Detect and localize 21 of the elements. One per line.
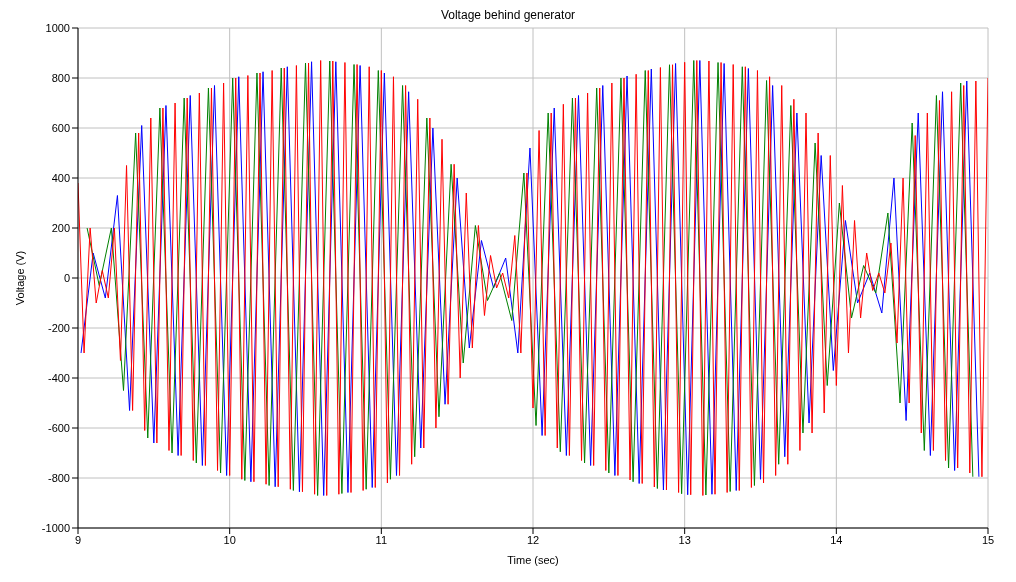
y-tick-label: -800 (47, 471, 70, 484)
x-tick-label: 10 (223, 533, 236, 546)
x-tick-label: 15 (981, 533, 995, 546)
y-tick-label: 0 (63, 271, 70, 284)
x-tick-label: 13 (678, 533, 691, 546)
x-tick-label: 12 (526, 533, 540, 546)
y-tick-label: -600 (47, 421, 70, 434)
y-tick-label: -200 (47, 321, 70, 334)
y-tick-label: 400 (51, 171, 70, 184)
chart-title: Voltage behind generator (440, 8, 576, 22)
y-tick-label: 600 (51, 121, 70, 134)
y-axis-title: Voltage (V) (13, 250, 26, 306)
y-tick-label: 200 (51, 221, 70, 234)
x-tick-label: 14 (830, 533, 843, 546)
x-tick-label: 11 (375, 533, 388, 546)
y-tick-label: 1000 (45, 21, 70, 34)
y-tick-label: -1000 (41, 521, 70, 534)
y-tick-label: -400 (47, 371, 70, 384)
x-axis-title: Time (sec) (507, 554, 559, 566)
x-tick-label: 9 (74, 533, 82, 546)
y-tick-label: 800 (51, 71, 70, 84)
